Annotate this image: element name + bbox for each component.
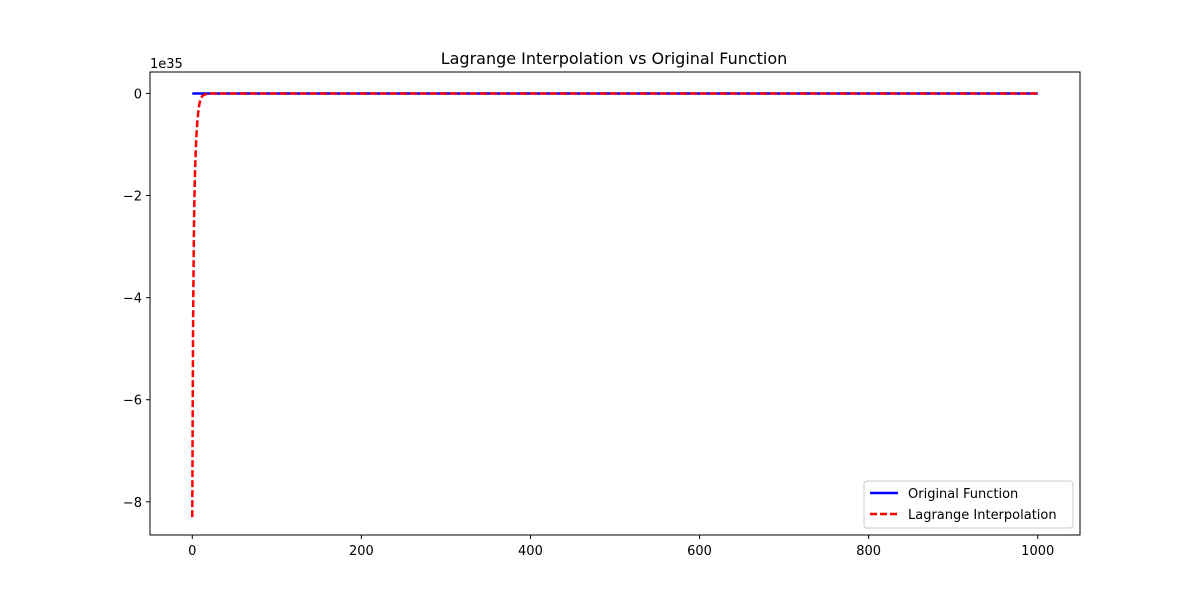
x-tick-label: 600 bbox=[687, 544, 712, 559]
x-tick-label: 0 bbox=[188, 544, 196, 559]
y-offset-text: 1e35 bbox=[150, 57, 183, 72]
lagrange-interpolation-line bbox=[191, 92, 1038, 518]
legend-label-original: Original Function bbox=[908, 487, 1018, 502]
y-tick-label: −6 bbox=[123, 394, 142, 409]
y-tick-label: 0 bbox=[134, 87, 142, 102]
plot-frame bbox=[149, 71, 1081, 536]
x-axis: 0 200 400 600 800 1000 bbox=[188, 535, 1054, 559]
y-tick-label: −4 bbox=[123, 292, 142, 307]
x-tick-label: 200 bbox=[349, 544, 374, 559]
x-tick-label: 400 bbox=[518, 544, 543, 559]
x-tick-label: 1000 bbox=[1021, 544, 1054, 559]
chart-title: Lagrange Interpolation vs Original Funct… bbox=[441, 49, 788, 68]
y-axis: 0 −2 −4 −6 −8 bbox=[123, 87, 150, 511]
legend: Original Function Lagrange Interpolation bbox=[863, 480, 1074, 529]
plot-series bbox=[191, 92, 1038, 518]
y-tick-label: −8 bbox=[123, 496, 142, 511]
legend-label-lagrange: Lagrange Interpolation bbox=[908, 508, 1057, 523]
x-tick-label: 800 bbox=[856, 544, 881, 559]
legend-frame bbox=[863, 480, 1074, 529]
y-tick-label: −2 bbox=[123, 190, 142, 205]
